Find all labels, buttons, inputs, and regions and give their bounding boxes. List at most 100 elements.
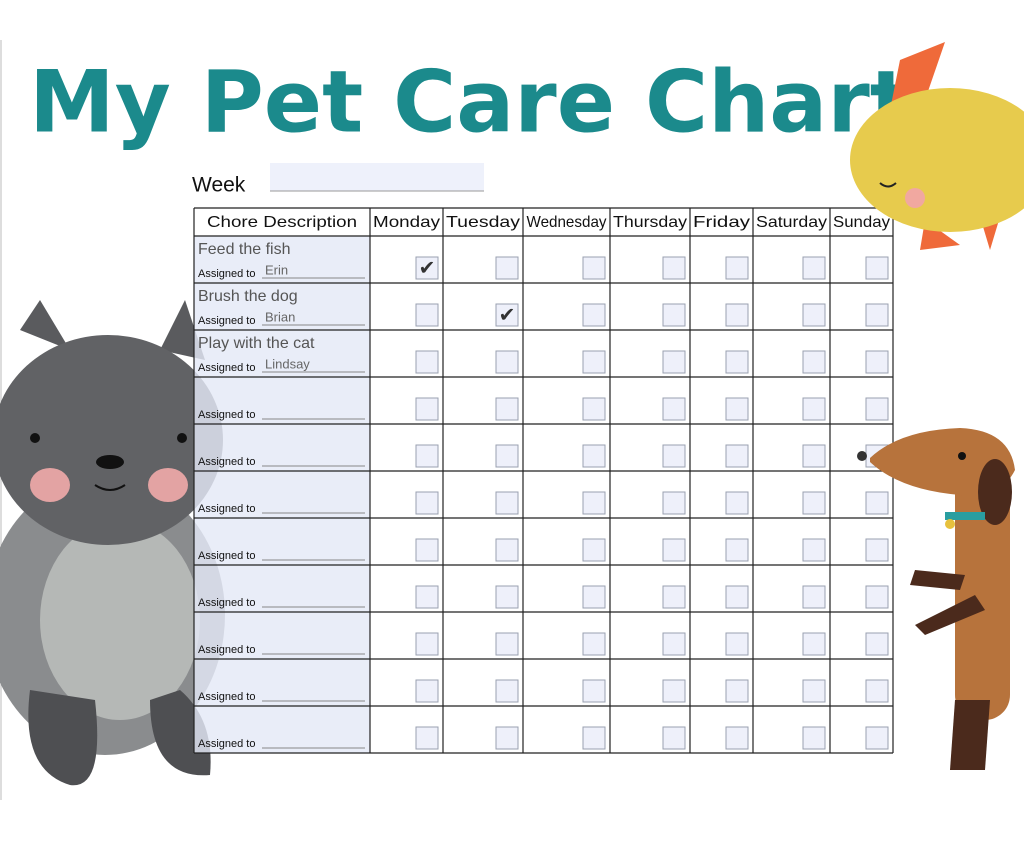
checkbox[interactable]	[662, 397, 686, 421]
checkbox[interactable]	[415, 726, 439, 750]
checkbox[interactable]	[495, 303, 519, 327]
checkbox[interactable]	[662, 444, 686, 468]
checkbox[interactable]	[865, 585, 889, 609]
checkbox[interactable]	[725, 397, 749, 421]
checkbox[interactable]	[495, 491, 519, 515]
column-header: Thursday	[613, 214, 687, 231]
checkbox[interactable]	[582, 538, 606, 562]
checkbox[interactable]	[495, 350, 519, 374]
checkbox[interactable]	[495, 444, 519, 468]
checkbox[interactable]	[662, 350, 686, 374]
checkbox[interactable]	[415, 350, 439, 374]
checkbox[interactable]	[725, 726, 749, 750]
checkbox[interactable]	[865, 350, 889, 374]
checkbox[interactable]	[582, 444, 606, 468]
week-field[interactable]	[270, 163, 484, 191]
checkbox[interactable]	[495, 256, 519, 280]
cat-illustration	[0, 300, 225, 786]
checkbox[interactable]	[725, 679, 749, 703]
assigned-label: Assigned to	[198, 409, 255, 421]
checkbox[interactable]	[802, 632, 826, 656]
column-header: Monday	[373, 214, 440, 231]
checkbox[interactable]	[582, 585, 606, 609]
checkbox[interactable]	[582, 256, 606, 280]
checkbox[interactable]	[802, 538, 826, 562]
checkbox[interactable]	[865, 632, 889, 656]
chore-table: Chore Description Monday Tuesday Wednesday T…	[193, 207, 894, 754]
checkbox[interactable]	[415, 303, 439, 327]
checkbox[interactable]	[415, 585, 439, 609]
column-header: Friday	[693, 214, 750, 231]
checkbox[interactable]	[662, 491, 686, 515]
chore-column-bg	[194, 236, 370, 753]
assigned-label: Assigned to	[198, 550, 255, 562]
checkbox[interactable]	[865, 679, 889, 703]
checkbox[interactable]	[415, 632, 439, 656]
checkbox[interactable]	[415, 397, 439, 421]
checkbox[interactable]	[865, 256, 889, 280]
checkbox[interactable]	[582, 726, 606, 750]
checkbox[interactable]	[662, 726, 686, 750]
checkbox[interactable]	[725, 632, 749, 656]
checkbox[interactable]	[725, 538, 749, 562]
checkbox[interactable]	[662, 632, 686, 656]
checkbox[interactable]	[662, 538, 686, 562]
checkbox[interactable]	[725, 350, 749, 374]
checkbox[interactable]	[802, 726, 826, 750]
checkbox[interactable]	[865, 491, 889, 515]
checkbox[interactable]	[495, 585, 519, 609]
checkbox[interactable]	[582, 632, 606, 656]
checkbox[interactable]	[495, 679, 519, 703]
checkbox[interactable]	[582, 491, 606, 515]
chore-name: Feed the fish	[198, 241, 291, 258]
checkbox[interactable]	[865, 397, 889, 421]
checkbox[interactable]	[802, 491, 826, 515]
checkbox[interactable]	[662, 679, 686, 703]
checkbox[interactable]	[415, 256, 439, 280]
column-header: Sunday	[833, 214, 890, 231]
checkbox[interactable]	[725, 444, 749, 468]
checkbox[interactable]	[415, 538, 439, 562]
checkbox[interactable]	[582, 350, 606, 374]
checkbox[interactable]	[865, 538, 889, 562]
checkbox[interactable]	[725, 303, 749, 327]
checkbox[interactable]	[865, 726, 889, 750]
column-header: Tuesday	[446, 214, 520, 231]
checkbox[interactable]	[802, 585, 826, 609]
checkbox[interactable]	[802, 444, 826, 468]
checkbox[interactable]	[865, 303, 889, 327]
checkbox[interactable]	[802, 679, 826, 703]
checkbox[interactable]	[582, 303, 606, 327]
checkbox[interactable]	[582, 679, 606, 703]
checkbox[interactable]	[582, 397, 606, 421]
checkbox[interactable]	[802, 397, 826, 421]
checkbox[interactable]	[725, 585, 749, 609]
assignee-name: Erin	[265, 262, 288, 277]
checkbox[interactable]	[802, 350, 826, 374]
assigned-label: Assigned to	[198, 268, 255, 280]
checkbox[interactable]	[725, 256, 749, 280]
checkbox[interactable]	[415, 491, 439, 515]
chore-name: Brush the dog	[198, 288, 298, 305]
checkbox[interactable]	[725, 491, 749, 515]
checkbox[interactable]	[662, 256, 686, 280]
header-chore-bg	[194, 208, 370, 236]
checkbox[interactable]	[662, 585, 686, 609]
assigned-label: Assigned to	[198, 738, 255, 750]
week-label: Week	[192, 174, 246, 197]
checkbox[interactable]	[495, 632, 519, 656]
checkbox[interactable]	[802, 256, 826, 280]
assigned-label: Assigned to	[198, 315, 255, 327]
checkbox[interactable]	[495, 397, 519, 421]
fish-illustration	[850, 42, 1024, 250]
checkbox[interactable]	[495, 726, 519, 750]
checkbox[interactable]	[495, 538, 519, 562]
column-header: Wednesday	[527, 214, 607, 231]
checkbox[interactable]	[662, 303, 686, 327]
chore-name: Play with the cat	[198, 335, 315, 352]
check-mark: ✔	[419, 256, 436, 280]
checkbox[interactable]	[415, 679, 439, 703]
checkbox[interactable]	[802, 303, 826, 327]
checkbox[interactable]	[415, 444, 439, 468]
